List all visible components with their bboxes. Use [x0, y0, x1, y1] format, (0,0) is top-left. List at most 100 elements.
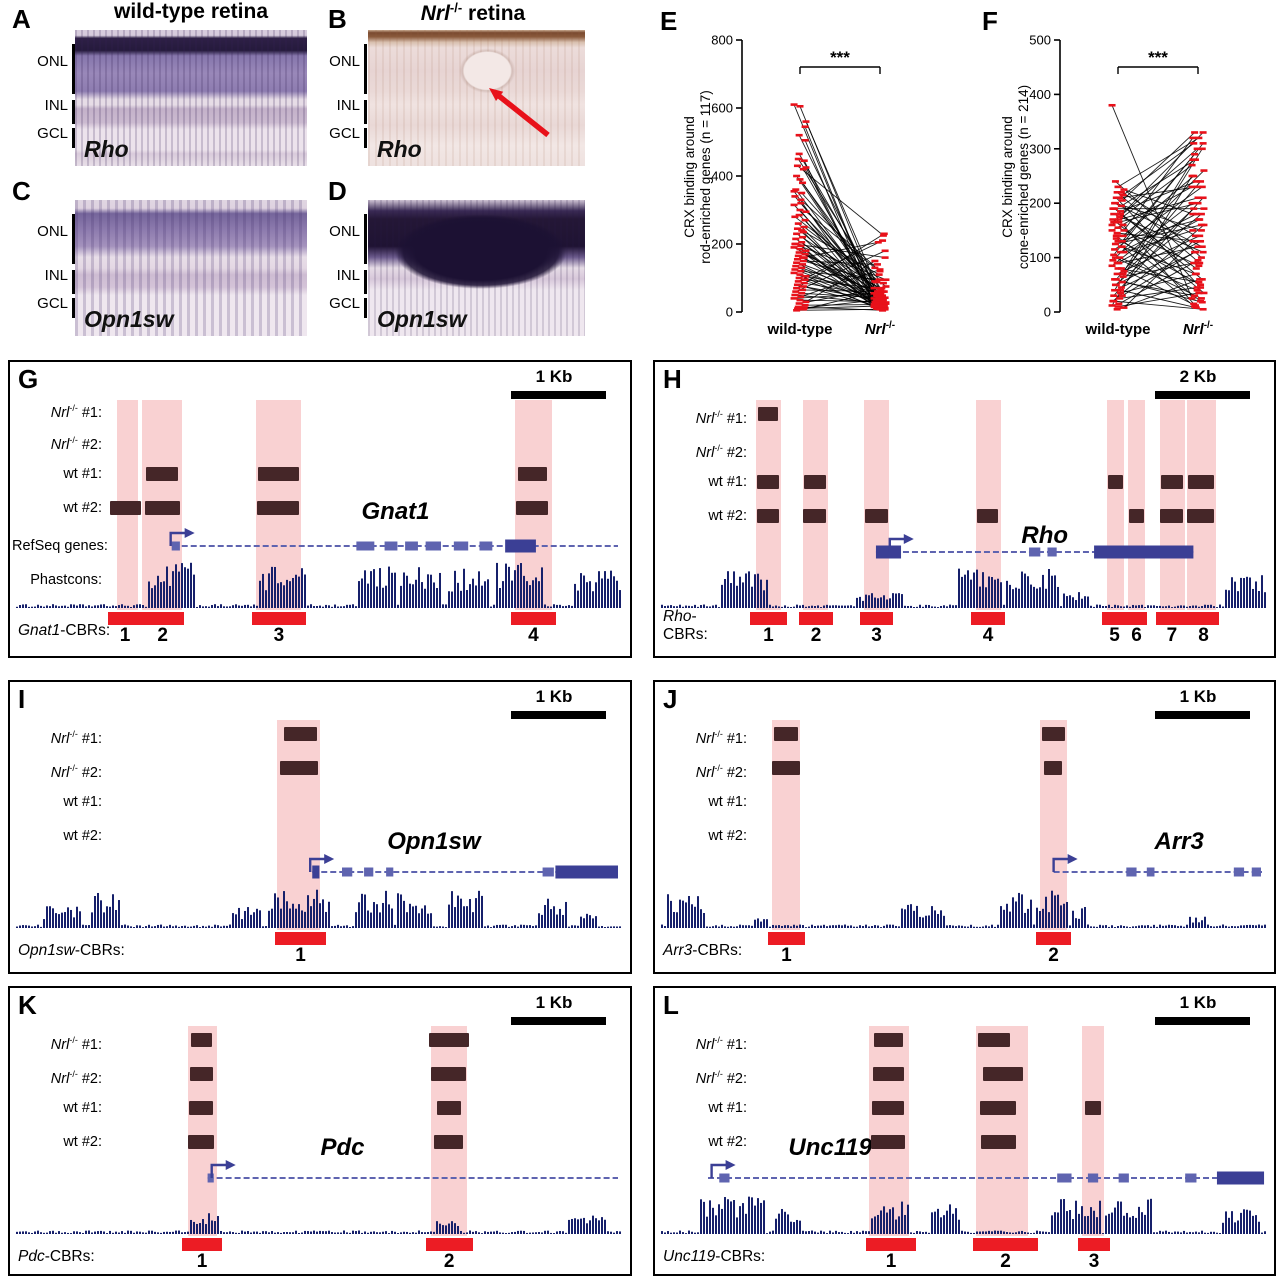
data-point	[880, 290, 888, 293]
red-arrow-head	[489, 88, 504, 101]
data-point	[1118, 239, 1126, 243]
data-point	[873, 280, 881, 284]
data-point	[1110, 299, 1118, 303]
data-point	[790, 190, 798, 193]
tss-arrow	[888, 537, 905, 552]
gene-exon	[875, 545, 902, 559]
pair-line	[796, 233, 885, 289]
layer-label-gcl: GCL	[329, 125, 360, 142]
data-point	[798, 191, 806, 195]
track-label: Nrl-/- #1:	[695, 1035, 747, 1053]
chip-peak	[1161, 475, 1183, 489]
gene-and-conservation	[661, 854, 1266, 928]
data-point	[1194, 201, 1202, 205]
data-point	[799, 259, 807, 263]
data-point	[1112, 283, 1120, 287]
chip-peak	[257, 501, 300, 515]
gene-exon	[1216, 1171, 1265, 1185]
genome-panel-unc119: L 1 Kb Unc119 Nrl-/- #1: Nrl-/- #2: wt #1: wt …	[653, 986, 1276, 1276]
data-point	[1190, 207, 1198, 210]
cbr-highlight	[1039, 720, 1068, 930]
data-point	[881, 249, 889, 253]
data-point	[1200, 223, 1208, 227]
panel-footer-label: Unc119-CBRs:	[663, 1248, 766, 1265]
pair-line	[1114, 202, 1203, 248]
pair-line	[1120, 181, 1197, 212]
track-label: wt #1:	[708, 1100, 747, 1116]
cbr-highlight	[1082, 1026, 1105, 1236]
cbr-number: 4	[528, 625, 539, 646]
gene-exon	[1029, 547, 1041, 557]
genome-panel-gnat1: G 1 Kb Gnat1 Nrl-/- #1: Nrl-/- #2: wt #1: wt #…	[8, 360, 632, 658]
track-label: wt #1:	[63, 1100, 102, 1116]
panel-letter: G	[18, 364, 39, 394]
pair-line	[1123, 240, 1194, 308]
data-point	[882, 285, 890, 288]
data-point	[1188, 201, 1196, 205]
track-label: Nrl-/- #1:	[50, 1035, 102, 1053]
chip-peak	[190, 1067, 213, 1081]
panel-letter: A	[12, 4, 31, 34]
pair-line	[1113, 132, 1204, 223]
data-point	[1195, 136, 1203, 140]
data-point	[795, 302, 803, 305]
data-point	[1111, 288, 1119, 292]
chip-peak	[258, 467, 300, 481]
pair-line	[1114, 186, 1203, 250]
retina-section-image: Rho	[75, 30, 307, 166]
data-point	[1193, 185, 1201, 189]
x-category-label: Nrl-/-	[865, 320, 895, 338]
cbr-bar	[799, 612, 833, 625]
chip-peak	[983, 1067, 1023, 1081]
pair-line	[794, 294, 886, 304]
pair-line	[793, 191, 875, 305]
pair-line	[1117, 219, 1199, 242]
data-point	[793, 307, 801, 310]
data-point	[1198, 147, 1206, 151]
pair-line	[797, 223, 883, 311]
pair-line	[803, 226, 877, 283]
data-point	[1111, 180, 1119, 183]
track-label-refseq: RefSeq genes:	[12, 538, 108, 554]
cbr-bar	[866, 1238, 916, 1251]
data-point	[876, 269, 884, 273]
data-point	[793, 261, 801, 264]
data-point	[1118, 280, 1126, 284]
data-point	[795, 133, 803, 137]
layer-bracket	[72, 128, 75, 148]
data-point	[1116, 196, 1124, 200]
data-point	[873, 263, 881, 266]
cbr-number: 3	[871, 625, 882, 646]
data-point	[1119, 193, 1127, 197]
chip-peak	[980, 1101, 1017, 1115]
cbr-number: 3	[1088, 1251, 1100, 1272]
y-tick-label: 300	[1029, 141, 1051, 156]
retina-section-image: Opn1sw	[75, 200, 307, 336]
data-point	[1117, 288, 1125, 292]
data-point	[877, 288, 885, 292]
data-point	[799, 263, 807, 266]
tss-arrow-head	[324, 854, 335, 864]
data-point	[793, 174, 801, 178]
data-point	[792, 188, 800, 191]
y-tick-label: 100	[1029, 250, 1051, 265]
gene-exon	[312, 865, 320, 879]
data-point	[790, 103, 798, 106]
cbr-bar	[1188, 612, 1219, 625]
chip-peak	[189, 1101, 213, 1115]
pair-line	[1118, 197, 1199, 220]
data-point	[1115, 220, 1123, 224]
pair-line	[794, 216, 887, 287]
data-point	[1197, 297, 1205, 300]
data-point	[790, 297, 798, 300]
data-point	[1191, 294, 1199, 297]
scale-bar-label: 1 Kb	[1179, 687, 1217, 706]
pair-line	[1121, 246, 1195, 307]
pair-line	[805, 279, 876, 289]
data-point	[1193, 286, 1201, 289]
data-point	[796, 208, 804, 212]
gene-name-label: Unc119	[788, 1134, 872, 1161]
layer-bracket	[72, 44, 75, 94]
y-tick-label: 0	[726, 305, 733, 320]
